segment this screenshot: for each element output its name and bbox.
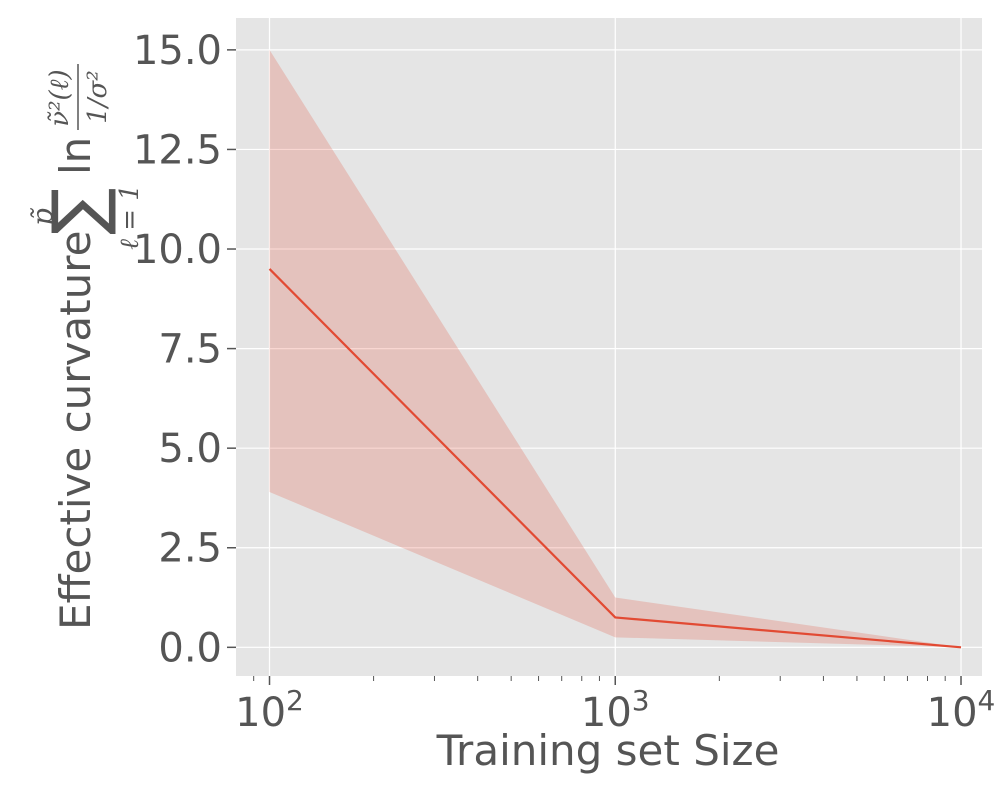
x-tick-label: 102 [235, 684, 304, 736]
minor-ticks [253, 676, 946, 681]
y-tick-label: 7.5 [158, 327, 222, 373]
y-axis-sum-lower: ℓ = 1 [115, 184, 145, 250]
y-tick-label: 2.5 [158, 526, 222, 572]
confidence-band [269, 49, 962, 648]
y-axis-sum-symbol: ∑ [37, 188, 119, 235]
y-axis-fraction-denominator: 1/σ² [83, 70, 113, 123]
series-group [268, 49, 962, 649]
series-line [268, 268, 962, 649]
y-tick-label: 5.0 [158, 426, 222, 472]
y-axis-sum-upper: p̃ [26, 207, 59, 226]
y-axis-fraction-numerator: ν̃²(ℓ) [45, 69, 75, 126]
y-axis-ln: ln [51, 137, 100, 175]
y-axis-label: Effective curvature [51, 231, 100, 630]
x-axis-label: Training set Size [436, 726, 780, 775]
y-tick-label: 12.5 [133, 127, 222, 173]
x-tick-label: 104 [927, 684, 996, 736]
grid [236, 18, 982, 676]
y-tick-label: 10.0 [133, 227, 222, 273]
x-tick-label: 103 [581, 684, 650, 736]
y-tick-label: 15.0 [133, 28, 222, 74]
tick-labels: 0.0 2.5 5.0 7.5 10.0 12.5 15.0 102 103 104 [133, 28, 995, 736]
y-axis-label-group: Effective curvature ∑ p̃ ℓ = 1 ln ν̃²(ℓ)… [26, 64, 145, 630]
plot-background [236, 18, 982, 676]
y-tick-label: 0.0 [158, 625, 222, 671]
